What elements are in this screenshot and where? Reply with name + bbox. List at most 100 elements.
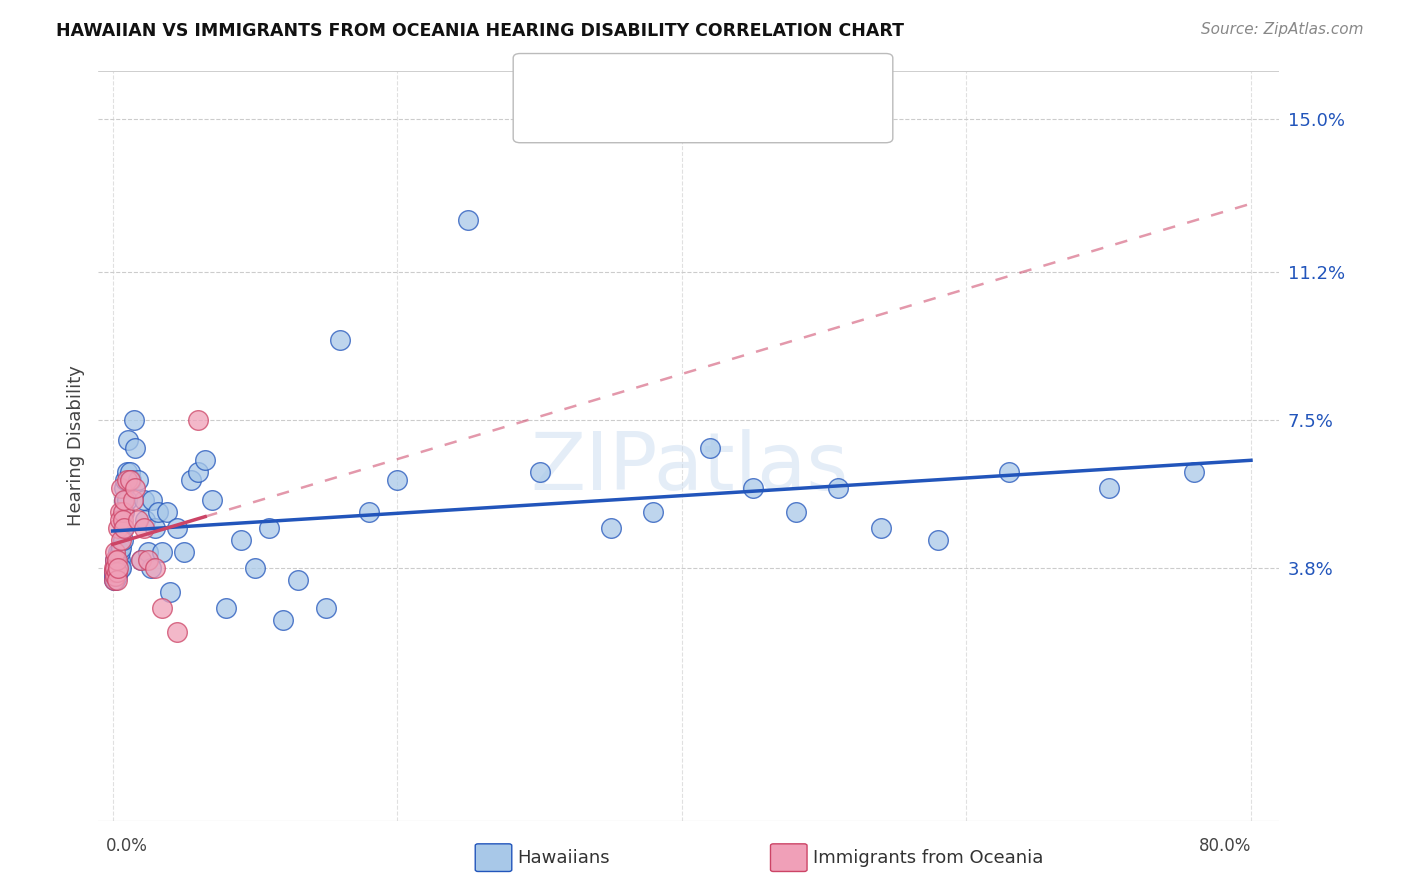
Point (870, 521, 893, 535)
Point (927, 533, 949, 548)
Point (287, 573, 309, 587)
FancyBboxPatch shape (475, 844, 512, 871)
Point (108, 513, 131, 527)
Point (115, 493, 138, 508)
Point (129, 553, 152, 567)
Point (127, 513, 149, 527)
Point (110, 541, 132, 556)
Point (643, 505, 665, 519)
Point (103, 565, 125, 579)
Point (108, 505, 131, 519)
Point (215, 601, 238, 615)
Point (118, 473, 141, 487)
Point (273, 613, 295, 627)
Point (124, 441, 146, 455)
Text: Hawaiians: Hawaiians (517, 849, 610, 867)
Point (112, 481, 135, 495)
Point (103, 561, 125, 575)
Point (699, 441, 721, 455)
Point (107, 561, 129, 575)
Point (187, 465, 209, 479)
Point (114, 473, 136, 487)
Point (387, 473, 409, 487)
Point (187, 413, 209, 427)
Point (107, 521, 129, 535)
Point (107, 553, 129, 567)
Point (136, 545, 159, 559)
Point (104, 573, 127, 587)
Point (159, 585, 181, 599)
Text: Immigrants from Oceania: Immigrants from Oceania (813, 849, 1043, 867)
Point (104, 561, 127, 575)
Point (103, 573, 125, 587)
Point (122, 413, 145, 427)
Point (118, 465, 141, 479)
Point (105, 565, 128, 579)
Point (139, 561, 162, 575)
Text: 0.372: 0.372 (636, 109, 692, 128)
Point (166, 625, 188, 640)
Point (105, 565, 128, 579)
Point (132, 493, 155, 508)
Point (120, 473, 142, 487)
Point (194, 453, 217, 467)
Point (103, 565, 125, 579)
Text: N =: N = (709, 109, 761, 128)
Text: HAWAIIAN VS IMMIGRANTS FROM OCEANIA HEARING DISABILITY CORRELATION CHART: HAWAIIAN VS IMMIGRANTS FROM OCEANIA HEAR… (56, 22, 904, 40)
Point (105, 561, 128, 575)
Point (152, 601, 174, 615)
Point (108, 561, 131, 575)
Text: R =: R = (582, 109, 621, 128)
Point (110, 561, 132, 575)
Point (129, 553, 152, 567)
Y-axis label: Hearing Disability: Hearing Disability (66, 366, 84, 526)
FancyBboxPatch shape (770, 844, 807, 871)
Text: 32: 32 (762, 109, 787, 128)
Point (143, 561, 166, 575)
Point (107, 561, 129, 575)
Point (1182, 465, 1205, 479)
Point (104, 545, 127, 559)
Point (105, 553, 128, 567)
Point (173, 545, 195, 559)
Text: ZIPatlas: ZIPatlas (530, 429, 848, 508)
Point (134, 513, 156, 527)
Text: 0.0%: 0.0% (105, 837, 148, 855)
Point (599, 521, 621, 535)
Point (156, 505, 179, 519)
Point (112, 521, 135, 535)
Text: R =: R = (582, 71, 621, 89)
Point (229, 533, 252, 548)
Point (110, 533, 132, 548)
Point (143, 521, 166, 535)
Point (357, 505, 380, 519)
Point (104, 569, 127, 583)
Point (107, 545, 129, 559)
Point (136, 553, 159, 567)
Point (111, 513, 134, 527)
Point (1098, 481, 1121, 495)
Point (104, 565, 127, 579)
Point (148, 505, 170, 519)
Text: 74: 74 (762, 71, 787, 89)
Point (115, 465, 138, 479)
Point (166, 521, 188, 535)
Point (112, 493, 135, 508)
FancyBboxPatch shape (534, 65, 571, 95)
Point (785, 505, 807, 519)
Point (180, 473, 202, 487)
FancyBboxPatch shape (534, 103, 571, 134)
Point (998, 465, 1021, 479)
Point (111, 505, 134, 519)
Point (457, 212, 479, 227)
Point (329, 333, 352, 347)
Text: N =: N = (709, 71, 761, 89)
Point (152, 545, 174, 559)
Point (103, 573, 125, 587)
Point (104, 553, 127, 567)
Point (105, 569, 128, 583)
Point (105, 573, 128, 587)
Point (127, 473, 149, 487)
Text: 0.197: 0.197 (636, 71, 692, 89)
Point (132, 521, 155, 535)
